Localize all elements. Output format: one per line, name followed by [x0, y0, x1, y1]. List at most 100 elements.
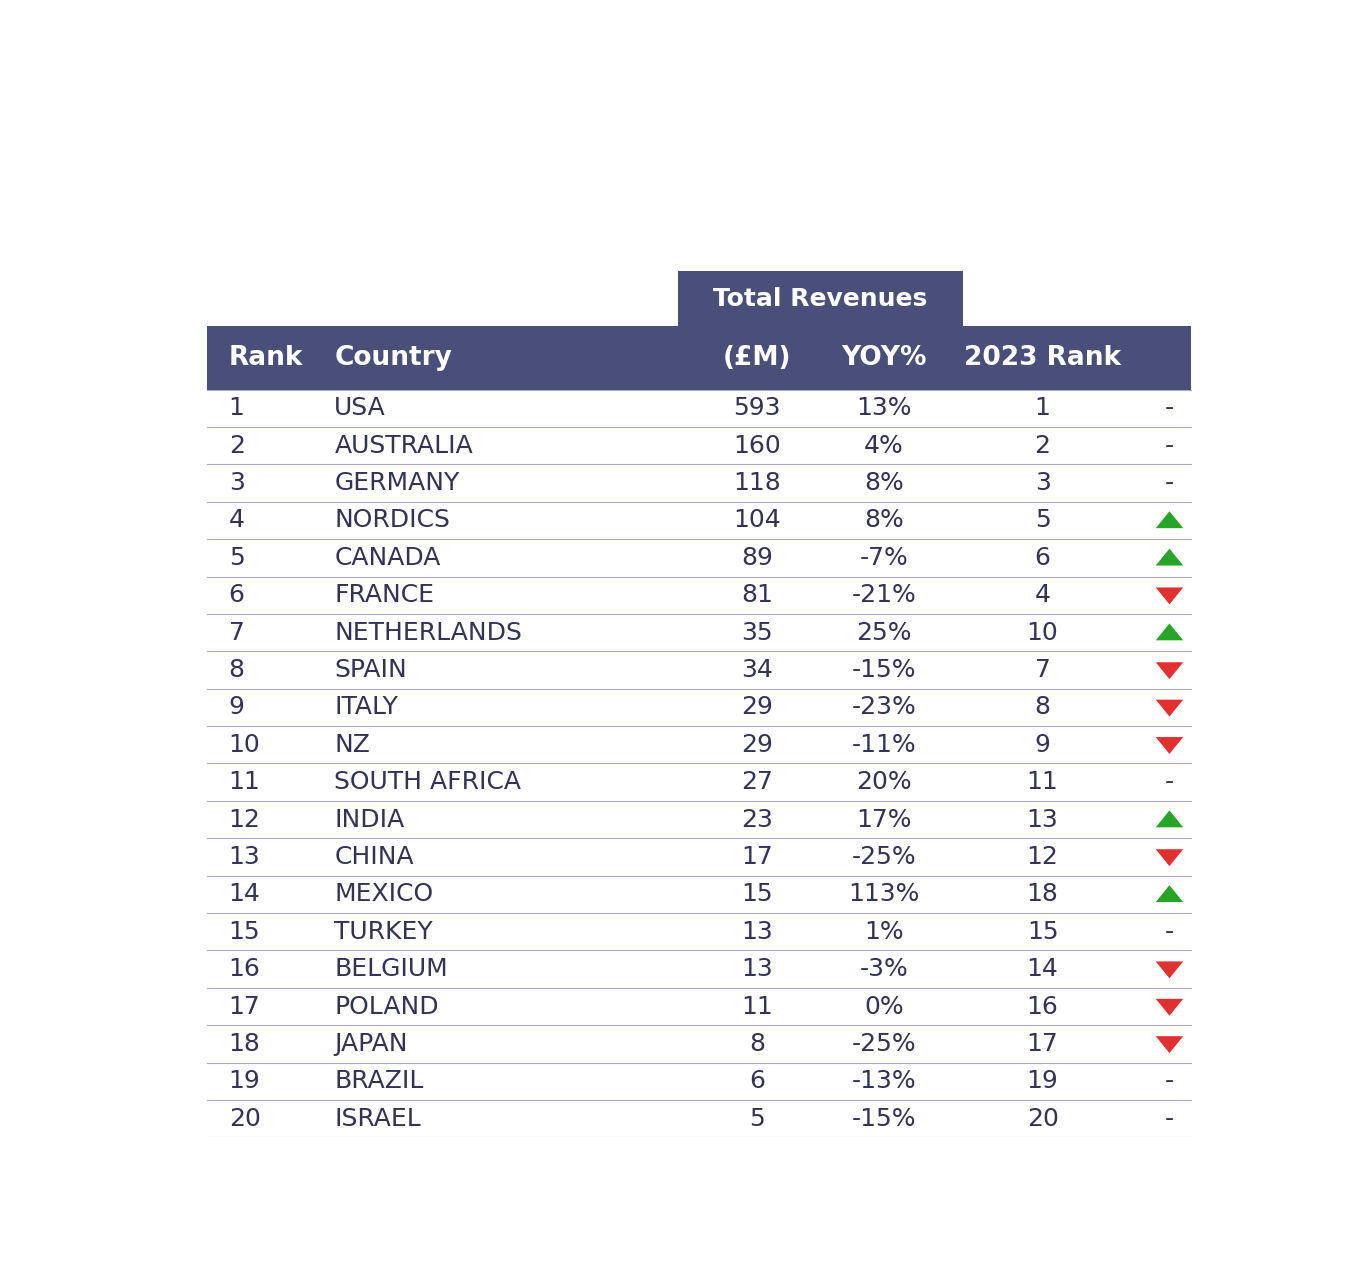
Text: 1: 1 — [229, 396, 244, 420]
Text: 15: 15 — [742, 882, 773, 906]
Text: 2: 2 — [229, 433, 244, 458]
Text: 17%: 17% — [857, 808, 911, 832]
Polygon shape — [1155, 1036, 1183, 1053]
Text: 1%: 1% — [865, 920, 904, 943]
Bar — [207, 326, 1191, 390]
Text: INDIA: INDIA — [334, 808, 405, 832]
Text: NETHERLANDS: NETHERLANDS — [334, 621, 522, 644]
Text: 6: 6 — [749, 1070, 765, 1093]
Text: 593: 593 — [734, 396, 782, 420]
Text: 17: 17 — [1027, 1031, 1058, 1056]
Text: -: - — [1165, 1070, 1174, 1093]
Text: 14: 14 — [1027, 957, 1058, 982]
Text: -3%: -3% — [859, 957, 908, 982]
Text: 8%: 8% — [865, 509, 904, 533]
Text: -: - — [1165, 472, 1174, 495]
Polygon shape — [1155, 810, 1183, 827]
Text: 11: 11 — [741, 994, 773, 1019]
Text: -23%: -23% — [851, 695, 917, 720]
Text: 2: 2 — [1035, 433, 1050, 458]
Text: 5: 5 — [1035, 509, 1050, 533]
Text: 20%: 20% — [857, 771, 913, 794]
Bar — [678, 271, 963, 326]
Text: 113%: 113% — [848, 882, 919, 906]
Polygon shape — [1155, 737, 1183, 754]
Text: 27: 27 — [741, 771, 773, 794]
Polygon shape — [1155, 886, 1183, 902]
Text: (£M): (£M) — [723, 345, 791, 371]
Text: 4: 4 — [1035, 583, 1050, 607]
Text: -13%: -13% — [851, 1070, 917, 1093]
Text: 15: 15 — [229, 920, 261, 943]
Text: 13: 13 — [741, 920, 773, 943]
Text: 19: 19 — [1027, 1070, 1058, 1093]
Text: SPAIN: SPAIN — [334, 658, 406, 682]
Text: -: - — [1165, 1107, 1174, 1131]
Text: -15%: -15% — [851, 658, 917, 682]
Text: 10: 10 — [229, 732, 261, 757]
Text: USA: USA — [334, 396, 386, 420]
Text: 13: 13 — [741, 957, 773, 982]
Text: 18: 18 — [1027, 882, 1058, 906]
Polygon shape — [1155, 961, 1183, 978]
Text: 4%: 4% — [865, 433, 904, 458]
Text: 18: 18 — [229, 1031, 261, 1056]
Text: 10: 10 — [1027, 621, 1058, 644]
Text: 5: 5 — [229, 546, 244, 570]
Text: 34: 34 — [741, 658, 773, 682]
Text: 23: 23 — [741, 808, 773, 832]
Text: ITALY: ITALY — [334, 695, 398, 720]
Text: 9: 9 — [1035, 732, 1050, 757]
Text: Country: Country — [334, 345, 453, 371]
Text: -: - — [1165, 771, 1174, 794]
Text: 7: 7 — [1035, 658, 1050, 682]
Text: YOY%: YOY% — [842, 345, 926, 371]
Text: -: - — [1165, 920, 1174, 943]
Text: -25%: -25% — [851, 1031, 917, 1056]
Text: 104: 104 — [734, 509, 782, 533]
Text: 20: 20 — [229, 1107, 261, 1131]
Text: 4: 4 — [229, 509, 244, 533]
Polygon shape — [1155, 699, 1183, 717]
Text: 13: 13 — [229, 845, 261, 869]
Text: 29: 29 — [741, 695, 773, 720]
Text: 0%: 0% — [865, 994, 904, 1019]
Text: AUSTRALIA: AUSTRALIA — [334, 433, 473, 458]
Polygon shape — [1155, 588, 1183, 604]
Text: 35: 35 — [742, 621, 773, 644]
Text: -15%: -15% — [851, 1107, 917, 1131]
Text: 12: 12 — [1027, 845, 1058, 869]
Text: Rank: Rank — [229, 345, 303, 371]
Text: CHINA: CHINA — [334, 845, 415, 869]
Text: GERMANY: GERMANY — [334, 472, 460, 495]
Text: 11: 11 — [1027, 771, 1058, 794]
Polygon shape — [1155, 999, 1183, 1016]
Text: -25%: -25% — [851, 845, 917, 869]
Text: 12: 12 — [229, 808, 261, 832]
Text: -7%: -7% — [859, 546, 908, 570]
Text: 11: 11 — [229, 771, 261, 794]
Text: 29: 29 — [741, 732, 773, 757]
Text: 8: 8 — [1035, 695, 1050, 720]
Text: 17: 17 — [229, 994, 261, 1019]
Polygon shape — [1155, 662, 1183, 679]
Text: BELGIUM: BELGIUM — [334, 957, 449, 982]
Text: -: - — [1165, 433, 1174, 458]
Text: 25%: 25% — [857, 621, 911, 644]
Text: 17: 17 — [741, 845, 773, 869]
Text: -11%: -11% — [851, 732, 917, 757]
Text: NORDICS: NORDICS — [334, 509, 450, 533]
Polygon shape — [1155, 624, 1183, 640]
Text: 6: 6 — [1035, 546, 1050, 570]
Text: 19: 19 — [229, 1070, 261, 1093]
Text: MEXICO: MEXICO — [334, 882, 434, 906]
Text: 2023 Rank: 2023 Rank — [964, 345, 1121, 371]
Text: 6: 6 — [229, 583, 244, 607]
Text: Total Revenues: Total Revenues — [713, 286, 928, 311]
Text: 3: 3 — [229, 472, 244, 495]
Text: 14: 14 — [229, 882, 261, 906]
Text: 160: 160 — [734, 433, 782, 458]
Text: NZ: NZ — [334, 732, 370, 757]
Text: 8%: 8% — [865, 472, 904, 495]
Text: 81: 81 — [741, 583, 773, 607]
